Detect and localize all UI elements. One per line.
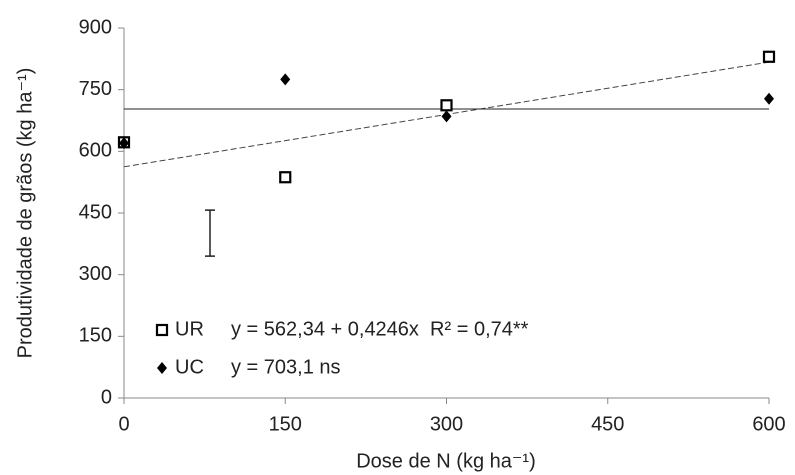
marker-square xyxy=(155,323,169,337)
y-tick-label: 300 xyxy=(79,263,112,285)
y-tick-label: 750 xyxy=(79,78,112,100)
legend-label: UR xyxy=(175,318,204,340)
marker-diamond xyxy=(157,362,167,374)
marker-square xyxy=(762,50,776,63)
y-tick-label: 450 xyxy=(79,201,112,223)
marker-diamond xyxy=(280,73,291,86)
y-tick-label: 900 xyxy=(79,16,112,38)
marker-diamond xyxy=(119,137,129,150)
x-tick-label: 300 xyxy=(430,413,463,435)
y-tick-label: 600 xyxy=(79,140,112,162)
y-tick-label: 0 xyxy=(101,386,112,408)
error-bar xyxy=(205,209,215,257)
x-tick-label: 150 xyxy=(269,413,302,435)
x-axis-title: Dose de N (kg ha⁻¹) xyxy=(356,450,536,472)
marker-square xyxy=(440,99,453,112)
x-tick-label: 0 xyxy=(118,413,129,435)
x-tick-label: 450 xyxy=(591,413,624,435)
legend-equation: y = 703,1 ns xyxy=(231,356,341,378)
marker-diamond xyxy=(441,110,452,123)
y-axis-title: Produtividade de grãos (kg ha⁻¹) xyxy=(14,68,36,359)
legend-label: UC xyxy=(175,356,204,378)
legend-equation: y = 562,34 + 0,4246x R² = 0,74** xyxy=(231,318,529,340)
marker-diamond xyxy=(764,92,774,105)
y-tick-label: 150 xyxy=(79,325,112,347)
x-tick-label: 600 xyxy=(752,413,785,435)
marker-square xyxy=(279,171,292,184)
